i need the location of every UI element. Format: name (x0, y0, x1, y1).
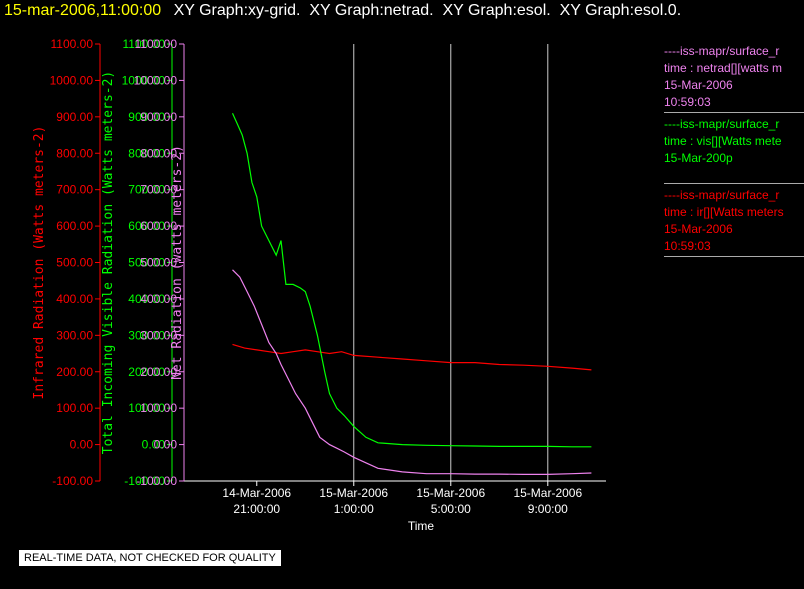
infrared-axis-tick-label: 200.00 (56, 365, 93, 379)
title-time: 15-mar-2006,11:00:00 (4, 2, 162, 19)
infrared-axis-tick-label: 300.00 (56, 328, 93, 342)
legend-entry-line: 15-Mar-200p (664, 151, 733, 165)
series-line-vis (231, 112, 592, 448)
net-axis-tick-label: 700.00 (140, 183, 177, 197)
net-axis-tick-label: 400.00 (140, 292, 177, 306)
net-axis-tick-label: -100.00 (136, 474, 177, 488)
x-axis-label: Time (408, 519, 435, 533)
infrared-axis-tick-label: 900.00 (56, 110, 93, 124)
x-tick-label-time: 21:00:00 (233, 502, 280, 516)
visible-axis-tick-label: 100.00 (128, 401, 165, 415)
legend-separator (664, 112, 804, 113)
x-tick-label-date: 15-Mar-2006 (513, 486, 582, 500)
net-axis-tick-label: 300.00 (140, 328, 177, 342)
legend-entry-line: ----iss-mapr/surface_r (664, 44, 780, 58)
x-tick-label-time: 1:00:00 (334, 502, 374, 516)
title-graph-list: XY Graph:xy-grid. XY Graph:netrad. XY Gr… (174, 2, 682, 19)
net-axis-tick-label: 800.00 (140, 146, 177, 160)
net-axis-tick-label: 100.00 (140, 401, 177, 415)
visible-axis-tick-label: 300.00 (128, 328, 165, 342)
infrared-axis-tick-label: 700.00 (56, 183, 93, 197)
quality-note: REAL-TIME DATA, NOT CHECKED FOR QUALITY (19, 550, 281, 566)
infrared-axis-tick-label: -100.00 (52, 474, 93, 488)
series-line-netrad (232, 269, 592, 475)
legend-entry-line: 10:59:03 (664, 95, 711, 109)
visible-axis-tick-label: 400.00 (128, 292, 165, 306)
visible-axis-label: Total Incoming Visible Radiation (Watts … (101, 71, 116, 455)
net-axis-tick-label: 1100.00 (135, 37, 178, 51)
x-tick-label-time: 5:00:00 (431, 502, 471, 516)
net-axis-tick-label: 500.00 (140, 256, 177, 270)
infrared-axis-label: Infrared Radiation (Watts meters-2) (32, 126, 47, 400)
x-tick-label-date: 15-Mar-2006 (319, 486, 388, 500)
graph-name-netrad: XY Graph:netrad. (309, 2, 434, 19)
net-axis-tick-label: 1000.00 (134, 73, 178, 87)
series-layer (231, 112, 592, 475)
net-axis-tick-label: 200.00 (140, 365, 177, 379)
visible-axis-tick-label: 200.00 (128, 365, 165, 379)
visible-axis-tick-label: 900.00 (128, 110, 165, 124)
infrared-axis-tick-label: 400.00 (56, 292, 93, 306)
visible-axis-tick-label: 700.00 (128, 183, 165, 197)
legend-entry-line: time : ir[][Watts meters (664, 205, 784, 219)
infrared-axis-tick-label: 1100.00 (51, 37, 94, 51)
title-bar: 15-mar-2006,11:00:00 XY Graph:xy-grid. X… (4, 2, 804, 24)
legend-entry-line: time : netrad[][watts m (664, 61, 783, 75)
net-axis-label: Net Radiation (watts meters-2) (170, 145, 185, 380)
legend-entry-line: ----iss-mapr/surface_r (664, 117, 780, 131)
visible-axis-tick-label: 0.00 (142, 438, 166, 452)
visible-axis-tick-label: 600.00 (128, 219, 165, 233)
visible-axis-tick-label: -100.00 (124, 474, 165, 488)
legend-entry-line: 15-Mar-2006 (664, 222, 733, 236)
series-line-ir (232, 343, 592, 371)
net-axis-tick-label: 600.00 (140, 219, 177, 233)
x-tick-label-date: 15-Mar-2006 (416, 486, 485, 500)
legend-entry-line: 15-Mar-2006 (664, 78, 733, 92)
legend-entry-line: time : vis[][Watts mete (664, 134, 782, 148)
x-tick-label-time: 9:00:00 (528, 502, 568, 516)
infrared-axis-tick-label: 500.00 (56, 256, 93, 270)
grid-layer (353, 44, 549, 481)
graph-name-esol-0: XY Graph:esol.0. (559, 2, 682, 19)
legend-separator (664, 256, 804, 257)
visible-axis-tick-label: 800.00 (128, 146, 165, 160)
legend-entry-line: 10:59:03 (664, 239, 711, 253)
graph-name-xy-grid: XY Graph:xy-grid. (173, 2, 301, 19)
infrared-axis-tick-label: 600.00 (56, 219, 93, 233)
visible-axis-tick-label: 500.00 (128, 256, 165, 270)
visible-axis-tick-label: 1000.00 (122, 73, 166, 87)
visible-axis-tick-label: 1100.00 (123, 37, 166, 51)
infrared-axis-tick-label: 100.00 (56, 401, 93, 415)
legend-entry-line: ----iss-mapr/surface_r (664, 188, 780, 202)
infrared-axis-tick-label: 800.00 (56, 146, 93, 160)
infrared-axis-tick-label: 1000.00 (50, 73, 94, 87)
x-tick-label-date: 14-Mar-2006 (222, 486, 291, 500)
graph-name-esol: XY Graph:esol. (442, 2, 551, 19)
net-axis-tick-label: 0.00 (154, 438, 178, 452)
net-axis-tick-label: 900.00 (140, 110, 177, 124)
axes-layer: 14-Mar-2006 21:00:00 15-Mar-2006 1:00:00 15-… (32, 37, 606, 516)
infrared-axis-tick-label: 0.00 (70, 438, 94, 452)
legend-separator (664, 183, 804, 184)
